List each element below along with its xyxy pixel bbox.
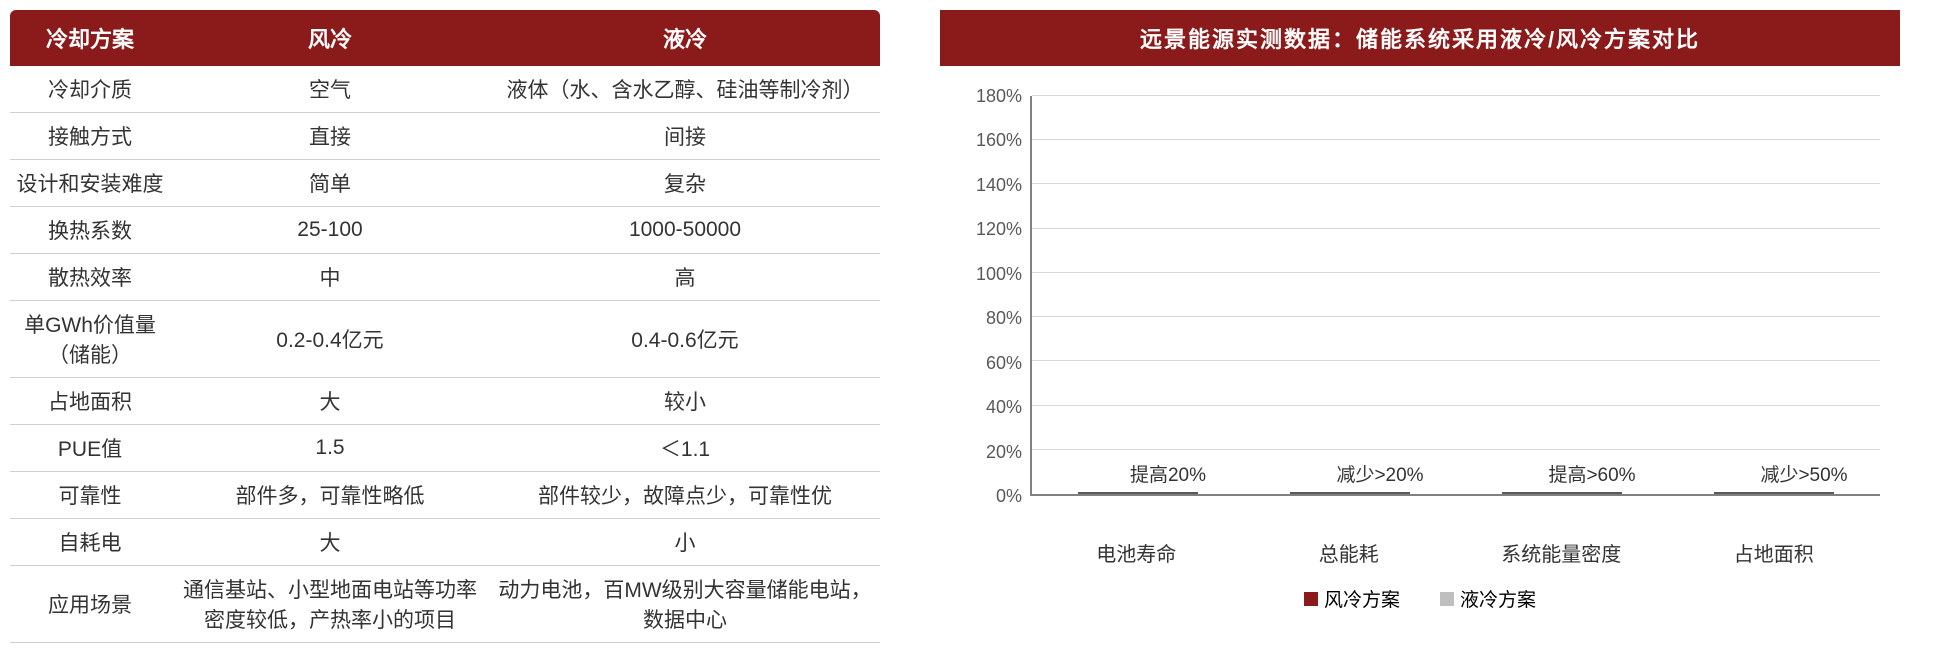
row-value: 通信基站、小型地面电站等功率密度较低，产热率小的项目 (170, 566, 490, 643)
table-row: 设计和安装难度简单复杂 (10, 160, 880, 207)
chart-area: 180%160%140%120%100%80%60%40%20%0% 提高20%… (940, 66, 1900, 656)
legend-label: 液冷方案 (1460, 585, 1536, 612)
table-row: 换热系数25-1001000-50000 (10, 207, 880, 254)
y-axis: 180%160%140%120%100%80%60%40%20%0% (960, 96, 1030, 496)
x-axis-labels: 电池寿命 总能耗 系统能量密度 占地面积 (1030, 538, 1880, 567)
bar-annotation: 减少>50% (1760, 460, 1847, 487)
row-label: 设计和安装难度 (10, 160, 170, 207)
row-label: PUE值 (10, 425, 170, 472)
row-value: 液体（水、含水乙醇、硅油等制冷剂） (490, 66, 880, 113)
row-value: 1000-50000 (490, 207, 880, 254)
row-value: ＜1.1 (490, 425, 880, 472)
bar (1290, 492, 1350, 494)
header-scheme: 冷却方案 (10, 10, 170, 66)
row-value: 0.2-0.4亿元 (170, 301, 490, 378)
row-value: 较小 (490, 378, 880, 425)
legend-item: 风冷方案 (1304, 585, 1400, 612)
table-row: 散热效率中高 (10, 254, 880, 301)
chart-section: 远景能源实测数据：储能系统采用液冷/风冷方案对比 180%160%140%120… (940, 10, 1900, 656)
chart-legend: 风冷方案 液冷方案 (960, 585, 1880, 612)
row-label: 单GWh价值量（储能） (10, 301, 170, 378)
bar: 提高>60% (1562, 492, 1622, 494)
row-value: 复杂 (490, 160, 880, 207)
bar: 提高20% (1138, 492, 1198, 494)
bar: 减少>20% (1350, 492, 1410, 494)
row-label: 换热系数 (10, 207, 170, 254)
row-value: 小 (490, 519, 880, 566)
chart-title: 远景能源实测数据：储能系统采用液冷/风冷方案对比 (940, 10, 1900, 66)
row-value: 空气 (170, 66, 490, 113)
table-row: 占地面积大较小 (10, 378, 880, 425)
bar-group: 减少>50% (1684, 492, 1864, 494)
table-header-row: 冷却方案 风冷 液冷 (10, 10, 880, 66)
bar-group: 提高>60% (1472, 492, 1652, 494)
bar-group: 减少>20% (1260, 492, 1440, 494)
bar-annotation: 减少>20% (1336, 460, 1423, 487)
row-value: 动力电池，百MW级别大容量储能电站，数据中心 (490, 566, 880, 643)
row-label: 冷却介质 (10, 66, 170, 113)
row-label: 散热效率 (10, 254, 170, 301)
table-row: 冷却介质空气液体（水、含水乙醇、硅油等制冷剂） (10, 66, 880, 113)
row-label: 占地面积 (10, 378, 170, 425)
cooling-comparison-table: 冷却方案 风冷 液冷 冷却介质空气液体（水、含水乙醇、硅油等制冷剂）接触方式直接… (10, 10, 880, 643)
x-tick-label: 总能耗 (1259, 538, 1439, 567)
row-value: 0.4-0.6亿元 (490, 301, 880, 378)
row-value: 简单 (170, 160, 490, 207)
row-value: 直接 (170, 113, 490, 160)
bar (1502, 492, 1562, 494)
row-label: 可靠性 (10, 472, 170, 519)
bar-annotation: 提高20% (1130, 460, 1206, 487)
row-value: 大 (170, 378, 490, 425)
header-liquid: 液冷 (490, 10, 880, 66)
row-value: 高 (490, 254, 880, 301)
bars-container: 提高20% 减少>20% 提高>60% 减少>50% (1032, 96, 1880, 494)
table-row: 单GWh价值量（储能）0.2-0.4亿元0.4-0.6亿元 (10, 301, 880, 378)
row-value: 25-100 (170, 207, 490, 254)
row-label: 接触方式 (10, 113, 170, 160)
row-value: 部件较少，故障点少，可靠性优 (490, 472, 880, 519)
row-value: 大 (170, 519, 490, 566)
row-value: 中 (170, 254, 490, 301)
plot-area: 提高20% 减少>20% 提高>60% 减少>50% (1030, 96, 1880, 496)
legend-swatch (1304, 592, 1318, 606)
header-air: 风冷 (170, 10, 490, 66)
bar: 减少>50% (1774, 492, 1834, 494)
legend-item: 液冷方案 (1440, 585, 1536, 612)
table-row: 接触方式直接间接 (10, 113, 880, 160)
table-row: 可靠性部件多，可靠性略低部件较少，故障点少，可靠性优 (10, 472, 880, 519)
table-row: 自耗电大小 (10, 519, 880, 566)
row-value: 间接 (490, 113, 880, 160)
x-tick-label: 系统能量密度 (1471, 538, 1651, 567)
bar-group: 提高20% (1048, 492, 1228, 494)
bar-annotation: 提高>60% (1548, 460, 1635, 487)
row-value: 部件多，可靠性略低 (170, 472, 490, 519)
table-row: PUE值1.5＜1.1 (10, 425, 880, 472)
row-label: 应用场景 (10, 566, 170, 643)
legend-label: 风冷方案 (1324, 585, 1400, 612)
row-label: 自耗电 (10, 519, 170, 566)
bar (1078, 492, 1138, 494)
bar (1714, 492, 1774, 494)
x-tick-label: 占地面积 (1684, 538, 1864, 567)
table-row: 应用场景通信基站、小型地面电站等功率密度较低，产热率小的项目动力电池，百MW级别… (10, 566, 880, 643)
legend-swatch (1440, 592, 1454, 606)
row-value: 1.5 (170, 425, 490, 472)
comparison-table-section: 冷却方案 风冷 液冷 冷却介质空气液体（水、含水乙醇、硅油等制冷剂）接触方式直接… (10, 10, 880, 656)
x-tick-label: 电池寿命 (1046, 538, 1226, 567)
